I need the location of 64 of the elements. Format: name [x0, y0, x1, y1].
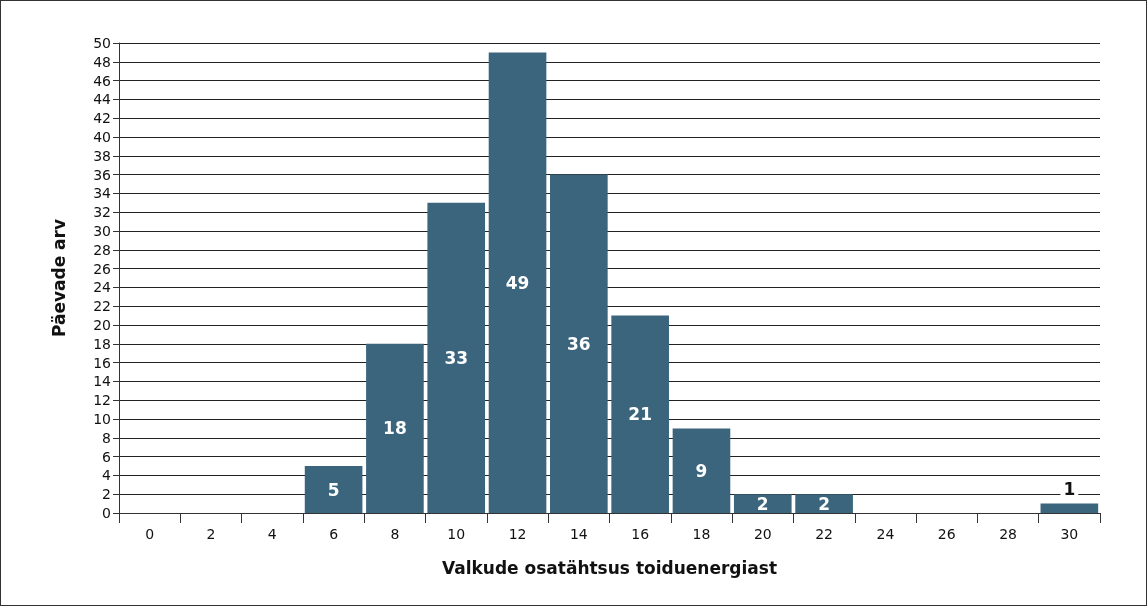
- data-label: 18: [383, 418, 407, 439]
- x-tick-label: 0: [145, 526, 155, 542]
- bar: [427, 202, 486, 513]
- bar: [733, 494, 792, 513]
- bar: [304, 466, 363, 513]
- x-tick-label: 28: [999, 526, 1017, 542]
- x-axis-title: Valkude osatähtsus toiduenergiast: [441, 557, 778, 578]
- data-label: 5: [327, 479, 340, 500]
- y-tick-label: 34: [93, 185, 112, 202]
- y-tick-label: 6: [102, 448, 112, 465]
- x-tick-label: 26: [937, 526, 956, 542]
- y-tick-label: 42: [93, 110, 111, 127]
- x-tick-label: 14: [569, 526, 588, 542]
- bar: [1040, 503, 1099, 513]
- y-tick-label: 24: [93, 279, 112, 296]
- x-tick-label: 2: [206, 526, 216, 542]
- y-tick-label: 46: [93, 72, 112, 89]
- data-label: 36: [567, 333, 591, 354]
- y-tick-label: 14: [93, 373, 112, 390]
- y-tick-label: 48: [93, 53, 111, 70]
- y-tick-label: 50: [93, 35, 111, 51]
- y-tick-label: 32: [93, 204, 111, 221]
- y-tick-label: 36: [93, 166, 112, 183]
- y-tick-label: 8: [102, 429, 111, 446]
- bar: [672, 428, 731, 513]
- bar: [550, 174, 608, 513]
- data-label: 2: [756, 493, 769, 514]
- x-tick-label: 10: [447, 526, 466, 542]
- y-tick-label: 30: [93, 223, 111, 239]
- bar: [366, 343, 424, 513]
- y-tick-label: 26: [93, 260, 112, 277]
- y-tick-label: 10: [93, 411, 111, 427]
- y-tick-label: 40: [93, 129, 111, 145]
- y-tick-label: 2: [102, 486, 111, 503]
- x-tick-label: 12: [508, 526, 527, 542]
- data-label: 33: [444, 347, 469, 368]
- x-tick-label: 6: [329, 526, 339, 542]
- x-tick-label: 8: [390, 526, 400, 542]
- x-tick-label: 16: [631, 526, 650, 542]
- x-tick-label: 18: [692, 526, 711, 542]
- data-label: 49: [505, 272, 530, 293]
- data-label: 9: [695, 460, 708, 481]
- bar: [488, 52, 547, 513]
- y-axis-title: Päevade arv: [48, 218, 69, 338]
- x-tick-label: 30: [1060, 526, 1079, 542]
- y-tick-label: 0: [102, 505, 111, 521]
- y-tick-label: 20: [93, 317, 111, 333]
- bar: [795, 494, 853, 513]
- data-label: 2: [818, 493, 831, 514]
- x-tick-label: 4: [267, 526, 277, 542]
- y-tick-label: 12: [93, 392, 111, 409]
- y-tick-label: 16: [93, 354, 112, 371]
- x-tick-label: 20: [753, 526, 772, 542]
- y-tick-label: 38: [93, 147, 111, 164]
- x-tick-label: 24: [876, 526, 895, 542]
- x-tick-label: 22: [815, 526, 834, 542]
- y-tick-label: 4: [102, 467, 112, 484]
- y-tick-label: 22: [93, 298, 111, 315]
- data-label: 1: [1063, 479, 1076, 500]
- y-tick-label: 18: [93, 335, 111, 352]
- y-tick-label: 28: [93, 241, 111, 258]
- y-tick-label: 44: [93, 91, 112, 108]
- bar: [611, 315, 669, 513]
- data-label: 21: [628, 404, 652, 425]
